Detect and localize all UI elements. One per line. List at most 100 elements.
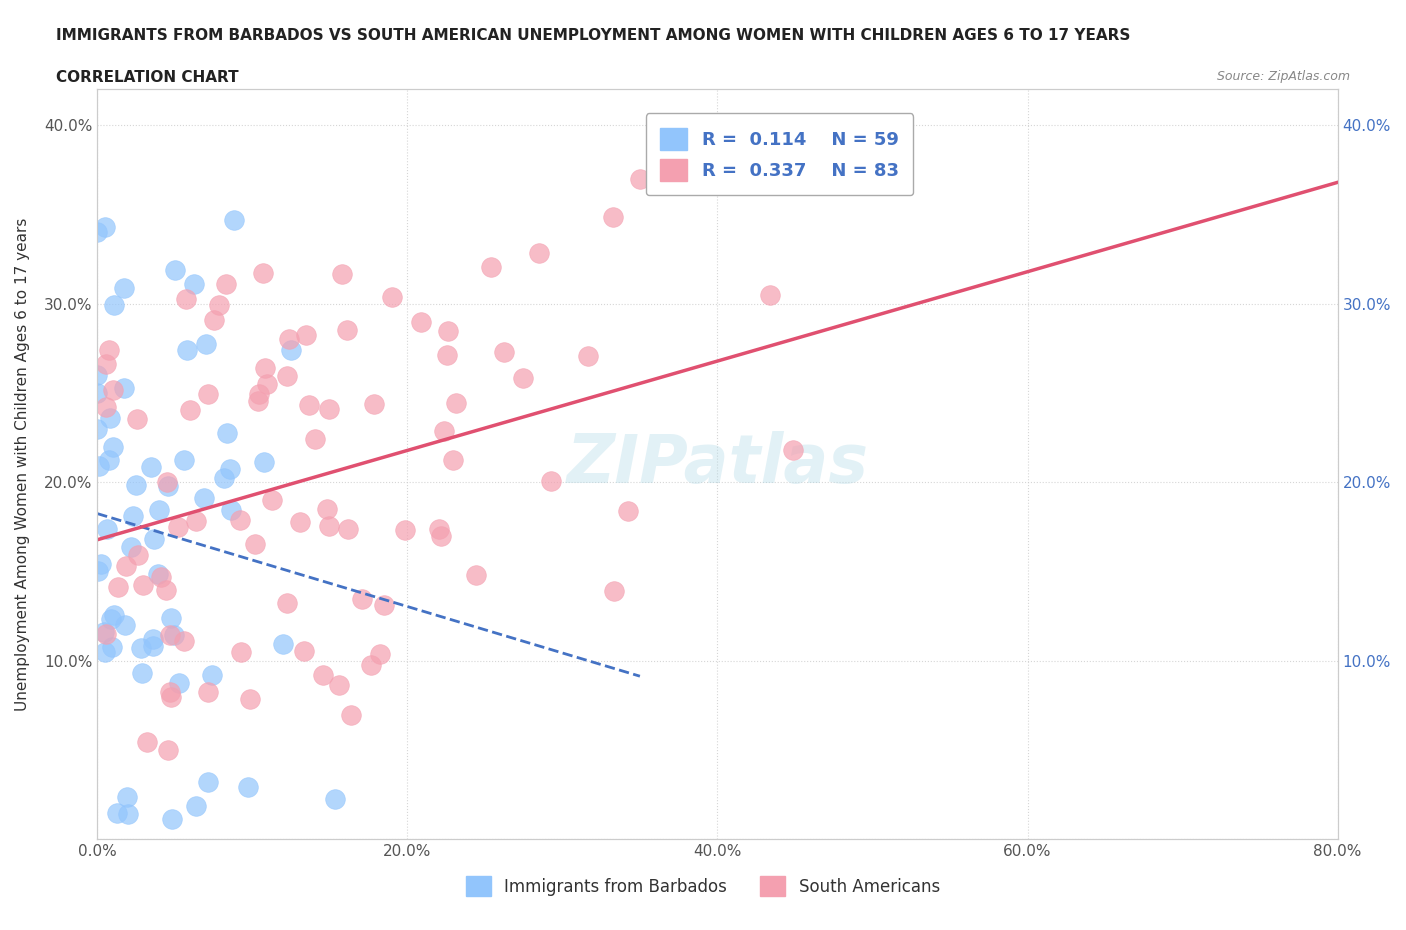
Legend: Immigrants from Barbados, South Americans: Immigrants from Barbados, South American…	[460, 870, 946, 903]
Point	[215, 276, 238, 291]
Point	[252, 266, 274, 281]
Point	[167, 675, 190, 690]
Point	[247, 387, 270, 402]
Point	[127, 548, 149, 563]
Point	[165, 262, 187, 277]
Point	[298, 397, 321, 412]
Point	[159, 611, 181, 626]
Point	[131, 641, 153, 656]
Point	[229, 644, 252, 659]
Point	[100, 612, 122, 627]
Point	[323, 791, 346, 806]
Point	[112, 280, 135, 295]
Point	[540, 473, 562, 488]
Point	[195, 336, 218, 351]
Text: CORRELATION CHART: CORRELATION CHART	[56, 70, 239, 85]
Point	[159, 684, 181, 699]
Point	[260, 493, 283, 508]
Point	[148, 503, 170, 518]
Text: IMMIGRANTS FROM BARBADOS VS SOUTH AMERICAN UNEMPLOYMENT AMONG WOMEN WITH CHILDRE: IMMIGRANTS FROM BARBADOS VS SOUTH AMERIC…	[56, 28, 1130, 43]
Point	[429, 529, 451, 544]
Point	[166, 519, 188, 534]
Point	[311, 668, 333, 683]
Point	[394, 523, 416, 538]
Point	[330, 266, 353, 281]
Point	[350, 591, 373, 606]
Point	[97, 343, 120, 358]
Point	[100, 640, 122, 655]
Point	[125, 412, 148, 427]
Point	[142, 639, 165, 654]
Point	[441, 452, 464, 467]
Point	[186, 799, 208, 814]
Point	[336, 522, 359, 537]
Point	[363, 397, 385, 412]
Point	[229, 512, 252, 527]
Point	[465, 567, 488, 582]
Point	[136, 735, 159, 750]
Point	[444, 395, 467, 410]
Point	[98, 410, 121, 425]
Point	[318, 518, 340, 533]
Point	[492, 344, 515, 359]
Point	[276, 368, 298, 383]
Point	[162, 628, 184, 643]
Point	[197, 684, 219, 699]
Point	[217, 426, 239, 441]
Point	[246, 394, 269, 409]
Point	[139, 459, 162, 474]
Point	[328, 678, 350, 693]
Point	[87, 458, 110, 473]
Point	[197, 386, 219, 401]
Point	[103, 297, 125, 312]
Point	[86, 225, 108, 240]
Point	[427, 522, 450, 537]
Y-axis label: Unemployment Among Women with Children Ages 6 to 17 years: Unemployment Among Women with Children A…	[15, 218, 30, 711]
Point	[315, 501, 337, 516]
Point	[94, 644, 117, 659]
Point	[103, 383, 125, 398]
Point	[156, 474, 179, 489]
Point	[271, 637, 294, 652]
Legend: R =  0.114    N = 59, R =  0.337    N = 83: R = 0.114 N = 59, R = 0.337 N = 83	[645, 113, 912, 195]
Point	[131, 665, 153, 680]
Point	[236, 779, 259, 794]
Point	[360, 658, 382, 672]
Point	[122, 509, 145, 524]
Point	[107, 579, 129, 594]
Point	[253, 361, 276, 376]
Point	[149, 569, 172, 584]
Point	[93, 625, 115, 640]
Point	[336, 323, 359, 338]
Point	[176, 342, 198, 357]
Point	[155, 583, 177, 598]
Point	[193, 491, 215, 506]
Point	[132, 578, 155, 593]
Point	[512, 370, 534, 385]
Point	[280, 342, 302, 357]
Point	[219, 503, 242, 518]
Point	[436, 348, 458, 363]
Point	[628, 171, 651, 186]
Text: ZIPatlas: ZIPatlas	[567, 432, 869, 498]
Point	[381, 289, 404, 304]
Point	[222, 212, 245, 227]
Point	[114, 618, 136, 632]
Point	[368, 646, 391, 661]
Point	[173, 633, 195, 648]
Point	[105, 806, 128, 821]
Point	[117, 806, 139, 821]
Point	[160, 811, 183, 826]
Point	[115, 790, 138, 804]
Point	[243, 537, 266, 551]
Point	[94, 400, 117, 415]
Point	[179, 403, 201, 418]
Point	[142, 631, 165, 646]
Point	[96, 522, 118, 537]
Point	[125, 477, 148, 492]
Point	[146, 567, 169, 582]
Point	[212, 471, 235, 485]
Point	[782, 442, 804, 457]
Point	[295, 327, 318, 342]
Point	[94, 356, 117, 371]
